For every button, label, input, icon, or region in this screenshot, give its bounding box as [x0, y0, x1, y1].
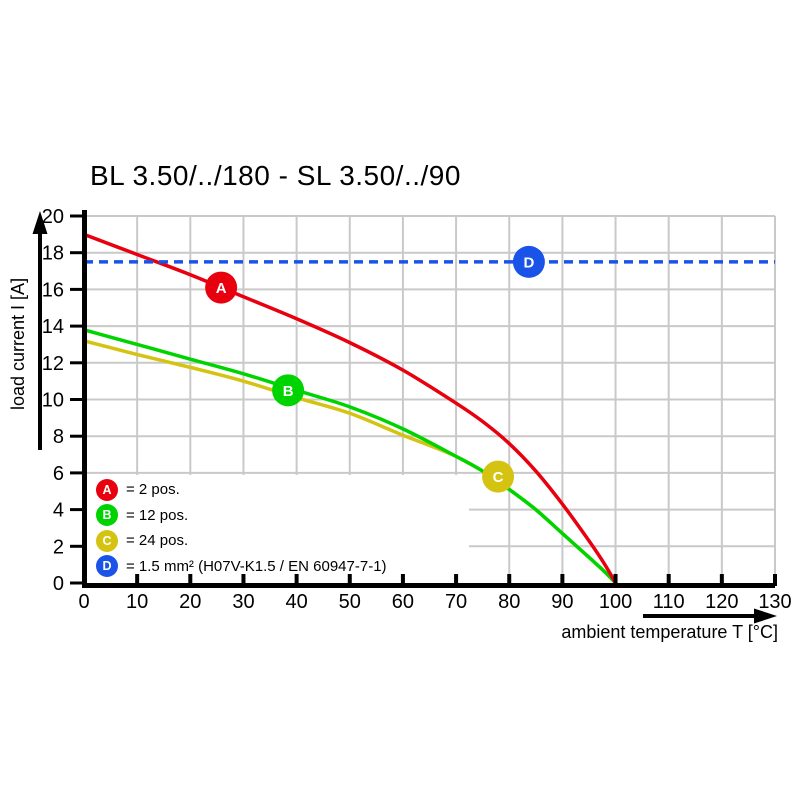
x-axis-label: ambient temperature T [°C] — [561, 622, 778, 642]
y-tick-label: 8 — [53, 426, 64, 448]
legend: A = 2 pos. B = 12 pos. C = 24 pos. D = 1… — [96, 477, 468, 579]
y-tick-label: 14 — [42, 316, 64, 338]
legend-label-b: = 12 pos. — [126, 506, 189, 524]
marker-D-letter: D — [523, 254, 534, 271]
marker-A-letter: A — [216, 280, 227, 297]
curve-A — [83, 232, 618, 584]
x-tick-label: 70 — [445, 591, 467, 613]
legend-backdrop — [87, 475, 469, 581]
y-tick-label: 10 — [42, 390, 64, 412]
x-tick-label: 60 — [392, 591, 414, 613]
x-tick-label: 110 — [653, 591, 685, 613]
x-tick-label: 10 — [126, 591, 148, 613]
y-tick-label: 6 — [53, 463, 64, 485]
x-tick-label: 90 — [551, 591, 573, 613]
x-tick-label: 120 — [705, 591, 738, 613]
legend-marker-b-icon: B — [96, 504, 118, 527]
marker-C-letter: C — [493, 469, 504, 486]
marker-D-icon — [512, 245, 545, 278]
marker-B-letter: B — [283, 383, 294, 400]
y-tick-label: 18 — [42, 243, 64, 265]
legend-marker-d-icon: D — [96, 555, 118, 578]
x-tick-label: 30 — [232, 591, 254, 613]
legend-label-d: = 1.5 mm² (H07V-K1.5 / EN 60947-7-1) — [126, 557, 387, 575]
y-tick-label: 20 — [42, 206, 64, 228]
y-axis-arrowhead-icon — [32, 211, 48, 234]
x-tick-label: 130 — [758, 591, 791, 613]
x-tick-label: 50 — [339, 591, 361, 613]
y-tick-label: 0 — [53, 573, 64, 595]
x-tick-label: 0 — [78, 591, 89, 613]
y-axis-label: load current I [A] — [8, 277, 28, 411]
y-tick-label: 16 — [42, 279, 64, 301]
x-tick-label: 20 — [179, 591, 201, 613]
y-tick-label: 2 — [53, 536, 64, 558]
chart-title: BL 3.50/../180 - SL 3.50/../90 — [90, 160, 461, 191]
legend-marker-c-icon: C — [96, 529, 118, 552]
marker-C-icon — [482, 460, 515, 493]
legend-label-a: = 2 pos. — [126, 481, 180, 499]
legend-item-a: A = 2 pos. — [96, 477, 468, 503]
x-tick-label: 100 — [599, 591, 632, 613]
y-tick-label: 4 — [53, 500, 64, 522]
marker-A-icon — [205, 271, 238, 304]
x-tick-label: 80 — [498, 591, 520, 613]
x-tick-label: 40 — [285, 591, 307, 613]
legend-item-d: D = 1.5 mm² (H07V-K1.5 / EN 60947-7-1) — [96, 554, 468, 580]
x-axis-arrowhead-icon — [754, 608, 777, 624]
legend-item-c: C = 24 pos. — [96, 528, 468, 554]
marker-B-icon — [272, 374, 305, 407]
curve-B — [83, 328, 617, 585]
y-tick-label: 12 — [42, 353, 64, 375]
legend-label-c: = 24 pos. — [126, 532, 189, 550]
legend-marker-a-icon: A — [96, 478, 118, 501]
legend-item-b: B = 12 pos. — [96, 503, 468, 529]
